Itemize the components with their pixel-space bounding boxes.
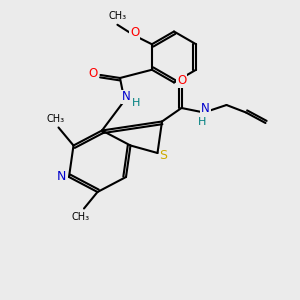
Text: CH₃: CH₃ [72, 212, 90, 222]
Text: N: N [122, 90, 130, 104]
Text: H: H [132, 98, 141, 109]
Text: S: S [160, 149, 167, 163]
Text: N: N [57, 170, 66, 184]
Text: N: N [201, 102, 210, 116]
Text: O: O [88, 67, 98, 80]
Text: O: O [130, 26, 139, 39]
Text: CH₃: CH₃ [108, 11, 127, 21]
Text: CH₃: CH₃ [46, 113, 64, 124]
Text: H: H [198, 117, 207, 127]
Text: O: O [177, 74, 186, 88]
